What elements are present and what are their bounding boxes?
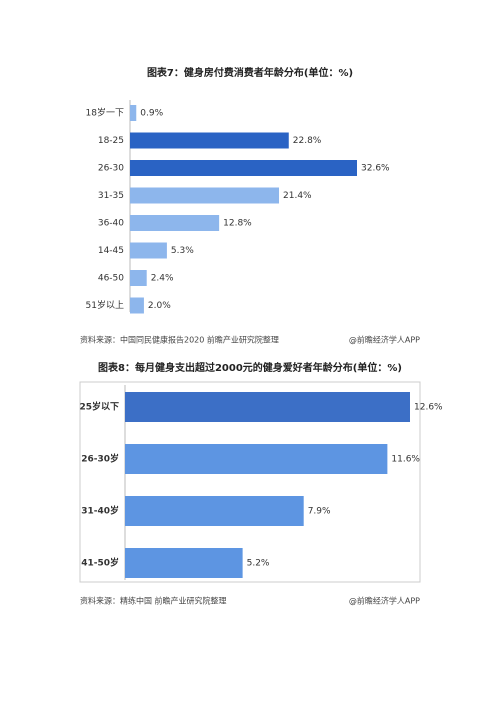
category-label: 26-30 [98,164,124,174]
category-label: 14-45 [98,246,124,256]
bar [125,444,388,474]
value-label: 2.4% [151,274,174,284]
category-label: 26-30岁 [81,453,119,465]
value-label: 5.3% [171,246,194,256]
value-label: 21.4% [283,191,312,201]
category-label: 31-35 [98,191,124,201]
chart-frame [79,381,421,583]
value-label: 5.2% [247,559,270,569]
category-label: 18岁一下 [86,107,124,119]
value-label: 32.6% [361,164,390,174]
category-label: 36-40 [98,219,124,229]
category-label: 31-40岁 [81,505,119,517]
category-label: 25岁以下 [79,401,119,413]
source: 资料来源：精练中国 前瞻产业研究院整理 [80,596,227,606]
credit: @前瞻经济学人APP [349,335,420,345]
category-label: 18-25 [98,136,124,146]
category-label: 51岁以上 [86,299,124,311]
value-label: 11.6% [391,455,420,465]
bar [125,392,410,422]
value-label: 12.8% [223,219,252,229]
chart-title: 图表7：健身房付费消费者年龄分布(单位：%) [147,66,353,79]
value-label: 7.9% [308,507,331,517]
value-label: 12.6% [414,403,443,413]
bar [130,242,167,259]
bar [130,160,357,176]
bar [125,548,243,578]
source: 资料来源：中国同民健康报告2020 前瞻产业研究院整理 [80,335,279,345]
value-label: 2.0% [148,301,171,311]
value-label: 0.9% [140,109,163,119]
bar [130,297,144,314]
value-label: 22.8% [293,136,322,146]
credit: @前瞻经济学人APP [349,596,420,606]
bar [125,496,304,526]
bar [130,132,289,149]
bar [130,215,220,231]
category-label: 41-50岁 [81,557,119,569]
bar [130,105,137,121]
bar [130,187,280,204]
chart-title: 图表8：每月健身支出超过2000元的健身爱好者年龄分布(单位：%) [98,361,402,374]
category-label: 46-50 [98,274,124,284]
bar [130,270,147,286]
